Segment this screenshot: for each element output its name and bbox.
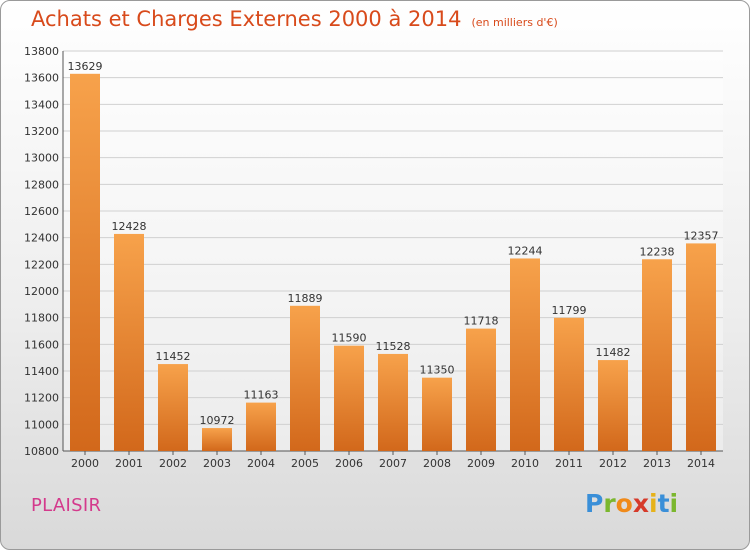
y-tick-label: 13200 <box>24 125 59 138</box>
y-tick-label: 10800 <box>24 445 59 458</box>
x-tick-label: 2013 <box>643 457 671 470</box>
logo-letter: P <box>585 489 604 518</box>
x-tick-label: 2003 <box>203 457 231 470</box>
x-tick-label: 2008 <box>423 457 451 470</box>
y-tick-label: 12000 <box>24 285 59 298</box>
data-label: 12244 <box>508 244 543 257</box>
data-label: 11590 <box>332 332 367 345</box>
bar <box>246 402 276 451</box>
data-label: 13629 <box>68 60 103 73</box>
bar <box>158 364 188 451</box>
x-tick-label: 2011 <box>555 457 583 470</box>
y-tick-label: 11400 <box>24 365 59 378</box>
data-label: 11799 <box>552 304 587 317</box>
logo-letter: x <box>632 489 649 518</box>
y-tick-label: 13800 <box>24 45 59 58</box>
data-label: 12238 <box>640 245 675 258</box>
y-tick-label: 12800 <box>24 178 59 191</box>
y-tick-label: 12400 <box>24 232 59 245</box>
x-tick-label: 2005 <box>291 457 319 470</box>
logo-letter: i <box>649 489 658 518</box>
y-tick-label: 11200 <box>24 392 59 405</box>
y-tick-label: 13000 <box>24 152 59 165</box>
x-tick-label: 2000 <box>71 457 99 470</box>
data-label: 11452 <box>156 350 191 363</box>
x-tick-label: 2004 <box>247 457 275 470</box>
x-tick-label: 2002 <box>159 457 187 470</box>
logo-letter: o <box>615 489 633 518</box>
bar <box>378 353 408 451</box>
bar <box>202 428 232 451</box>
x-tick-label: 2001 <box>115 457 143 470</box>
chart-title: Achats et Charges Externes 2000 à 2014 (e… <box>31 7 558 31</box>
y-tick-label: 11800 <box>24 312 59 325</box>
x-tick-label: 2007 <box>379 457 407 470</box>
data-label: 11482 <box>596 346 631 359</box>
bar <box>598 360 628 451</box>
x-tick-label: 2006 <box>335 457 363 470</box>
x-tick-label: 2012 <box>599 457 627 470</box>
bar <box>466 328 496 451</box>
data-label: 11528 <box>376 340 411 353</box>
data-label: 12357 <box>684 229 719 242</box>
y-tick-label: 12600 <box>24 205 59 218</box>
bar <box>114 233 144 451</box>
y-tick-label: 11600 <box>24 338 59 351</box>
data-label: 10972 <box>200 414 235 427</box>
data-label: 11889 <box>288 292 323 305</box>
data-label: 11350 <box>420 364 455 377</box>
bar <box>70 73 100 452</box>
data-label: 11718 <box>464 315 499 328</box>
bar <box>510 258 540 451</box>
chart-unit: (en milliers d'€) <box>471 16 558 29</box>
y-tick-label: 13600 <box>24 72 59 85</box>
bar <box>422 377 452 451</box>
logo-letter: t <box>657 489 670 518</box>
y-tick-label: 12200 <box>24 258 59 271</box>
logo-letter: i <box>669 489 679 518</box>
x-tick-label: 2010 <box>511 457 539 470</box>
y-tick-label: 13400 <box>24 98 59 111</box>
bar <box>334 345 364 451</box>
proxiti-logo: Proxiti <box>585 489 678 518</box>
chart-title-text: Achats et Charges Externes 2000 à 2014 <box>31 7 462 31</box>
bar <box>642 259 672 451</box>
data-label: 12428 <box>112 220 147 233</box>
city-label: PLAISIR <box>31 495 102 516</box>
bar <box>686 243 716 451</box>
x-tick-label: 2014 <box>687 457 715 470</box>
x-tick-label: 2009 <box>467 457 495 470</box>
bar <box>554 317 584 451</box>
logo-letter: r <box>603 489 616 518</box>
y-tick-label: 11000 <box>24 418 59 431</box>
bar <box>290 305 320 451</box>
data-label: 11163 <box>244 389 279 402</box>
